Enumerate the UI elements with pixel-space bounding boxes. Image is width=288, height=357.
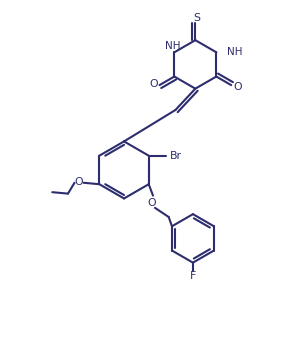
Text: O: O: [147, 198, 156, 208]
Text: O: O: [233, 81, 242, 91]
Text: O: O: [75, 177, 83, 187]
Text: Br: Br: [170, 151, 182, 161]
Text: NH: NH: [165, 41, 181, 51]
Text: S: S: [193, 13, 200, 23]
Text: O: O: [149, 79, 158, 89]
Text: F: F: [190, 271, 196, 281]
Text: NH: NH: [227, 47, 243, 57]
